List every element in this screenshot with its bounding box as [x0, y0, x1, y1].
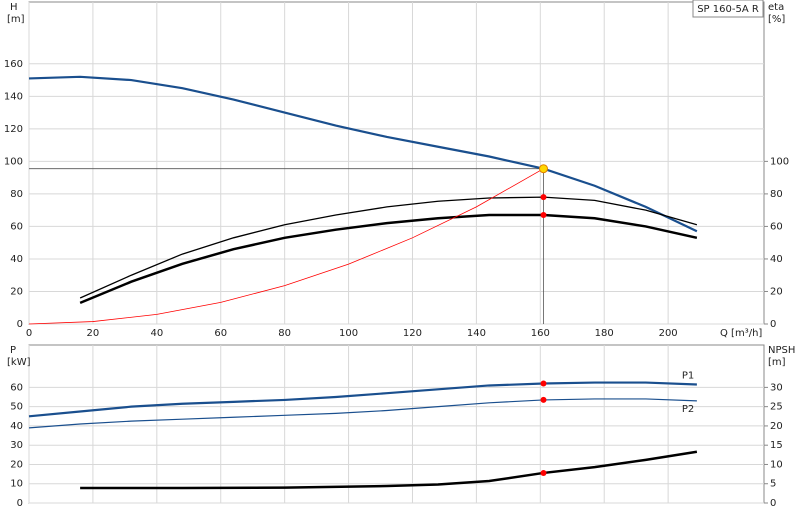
operating-point — [540, 212, 547, 219]
y2-tick-label: 5 — [770, 479, 776, 490]
y-tick-label: 50 — [10, 402, 23, 413]
operating-point — [540, 380, 547, 387]
x-tick-label: 0 — [26, 328, 32, 339]
x-tick-label: 40 — [150, 328, 163, 339]
y-tick-label: 60 — [10, 382, 23, 393]
y2-tick-label: 25 — [770, 402, 783, 413]
y-tick-label: 0 — [17, 319, 23, 330]
y-tick-label: 30 — [10, 440, 23, 451]
y-unit: [kW] — [7, 357, 31, 368]
chart-title: SP 160-5A R — [697, 4, 759, 15]
line — [80, 450, 698, 490]
y-label: H — [10, 2, 18, 13]
line — [79, 213, 698, 305]
title-box — [692, 0, 764, 18]
y-tick-label: 120 — [4, 124, 23, 135]
operating-point — [540, 469, 547, 476]
y-tick-label: 140 — [4, 91, 23, 102]
y2-unit: [m] — [768, 357, 786, 368]
y2-unit: [%] — [768, 14, 785, 25]
y2-label: NPSH — [768, 345, 795, 356]
y2-tick-label: 30 — [770, 382, 783, 393]
x-label: Q [m³/h] — [720, 328, 762, 339]
y2-tick-label: 20 — [770, 421, 783, 432]
line — [28, 75, 698, 233]
x-tick-label: 200 — [659, 328, 678, 339]
operating-point — [540, 396, 547, 403]
y2-tick-label: 0 — [770, 319, 776, 330]
y2-tick-label: 15 — [770, 440, 783, 451]
series-label: P2 — [682, 404, 694, 415]
x-tick-label: 20 — [87, 328, 100, 339]
x-tick-label: 180 — [595, 328, 614, 339]
y2-label: eta — [768, 2, 784, 13]
y-tick-label: 10 — [10, 479, 23, 490]
line — [28, 381, 697, 418]
x-tick-label: 160 — [531, 328, 550, 339]
y-tick-label: 40 — [10, 421, 23, 432]
y-tick-label: 100 — [4, 156, 23, 167]
plot-area — [28, 1, 765, 325]
y2-tick-label: 60 — [770, 221, 783, 232]
y-unit: [m] — [7, 14, 25, 25]
y-tick-label: 60 — [10, 221, 23, 232]
line — [28, 398, 697, 429]
y2-tick-label: 40 — [770, 254, 783, 265]
operating-point — [539, 164, 548, 174]
x-tick-label: 100 — [339, 328, 358, 339]
y2-tick-label: 100 — [770, 156, 789, 167]
y-tick-label: 80 — [10, 189, 23, 200]
line — [28, 168, 544, 325]
x-tick-label: 60 — [214, 328, 227, 339]
x-tick-label: 120 — [403, 328, 422, 339]
y-tick-label: 160 — [4, 59, 23, 70]
y-label: P — [10, 345, 16, 356]
x-tick-label: 80 — [278, 328, 291, 339]
y2-tick-label: 0 — [770, 498, 776, 509]
y2-tick-label: 20 — [770, 286, 783, 297]
y2-tick-label: 80 — [770, 189, 783, 200]
y-tick-label: 40 — [10, 254, 23, 265]
line — [79, 196, 698, 299]
x-tick-label: 140 — [467, 328, 486, 339]
y-tick-label: 0 — [17, 498, 23, 509]
operating-point — [540, 194, 547, 201]
y-tick-label: 20 — [10, 286, 23, 297]
plot-area — [28, 344, 765, 504]
y2-tick-label: 10 — [770, 459, 783, 470]
y-tick-label: 20 — [10, 459, 23, 470]
series-label: P1 — [682, 371, 694, 382]
